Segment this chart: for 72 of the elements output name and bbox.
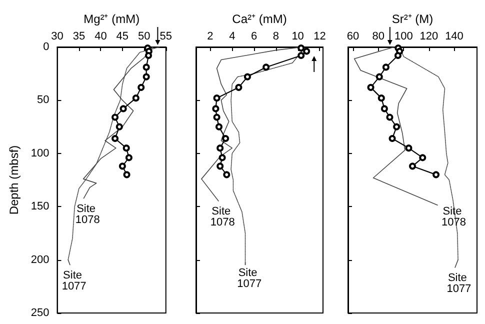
x-axis-title: Mg²⁺ (mM) — [84, 12, 140, 26]
point — [123, 171, 130, 178]
x-tick-label: 100 — [394, 30, 413, 42]
annotation: Site 1078 — [210, 206, 235, 229]
x-tick-label: 140 — [445, 30, 464, 42]
x-axis-title: Sr²⁺ (M) — [392, 12, 434, 26]
point — [215, 123, 222, 130]
point — [213, 114, 220, 121]
x-tick-label: 55 — [160, 30, 172, 42]
x-axis-title: Ca²⁺ (mM) — [232, 12, 287, 26]
point — [244, 73, 251, 80]
point — [382, 64, 390, 71]
point — [386, 114, 394, 121]
point — [303, 48, 310, 55]
point — [112, 114, 119, 121]
x-tick-label: 10 — [292, 30, 304, 42]
point — [393, 123, 400, 130]
x-tick-label: 2 — [207, 30, 214, 42]
annotation: Site 1077 — [237, 266, 262, 290]
point — [142, 73, 150, 80]
point — [298, 52, 305, 60]
point — [432, 171, 440, 178]
point — [212, 105, 220, 112]
y-tick-label: 200 — [30, 254, 50, 266]
annotation: Site 1077 — [446, 272, 472, 296]
point — [142, 64, 150, 71]
annotation: Site 1077 — [62, 270, 86, 293]
point — [388, 135, 396, 142]
annotation: Site 1078 — [75, 203, 100, 226]
y-axis-title: Depth (mbsf) — [7, 145, 21, 215]
x-tick-label: 50 — [138, 30, 150, 42]
point — [145, 52, 152, 60]
point — [218, 154, 226, 162]
x-tick-label: 40 — [94, 30, 107, 42]
point — [262, 64, 270, 71]
point — [125, 154, 132, 162]
point — [235, 84, 242, 91]
point — [122, 144, 130, 152]
point — [376, 73, 383, 80]
point — [118, 162, 126, 170]
x-tick-label: 80 — [372, 30, 384, 42]
point — [405, 144, 412, 152]
x-tick-label: 4 — [229, 30, 236, 42]
y-tick-label: 150 — [30, 200, 50, 213]
x-tick-label: 8 — [272, 30, 279, 42]
point — [222, 135, 230, 142]
y-tick-label: 100 — [30, 147, 50, 160]
point — [116, 123, 123, 130]
y-tick-label: 50 — [37, 94, 50, 106]
x-tick-label: 35 — [72, 30, 86, 42]
point — [367, 84, 374, 91]
point — [138, 84, 145, 91]
point — [112, 135, 119, 142]
y-tick-label: 0 — [43, 41, 50, 53]
x-tick-label: 60 — [346, 30, 360, 42]
point — [223, 171, 230, 178]
x-tick-label: 45 — [116, 30, 129, 42]
point — [132, 94, 140, 102]
point — [120, 105, 127, 112]
x-tick-label: 6 — [250, 30, 258, 42]
point — [213, 94, 220, 102]
x-tick-label: 12 — [314, 30, 326, 42]
point — [419, 154, 426, 162]
x-tick-label: 30 — [51, 30, 64, 42]
point — [380, 105, 388, 112]
point — [216, 162, 224, 170]
point — [394, 52, 402, 60]
point — [409, 162, 416, 170]
y-tick-label: 250 — [30, 307, 50, 319]
point — [378, 94, 385, 102]
point — [216, 144, 224, 152]
x-tick-label: 120 — [420, 30, 438, 42]
